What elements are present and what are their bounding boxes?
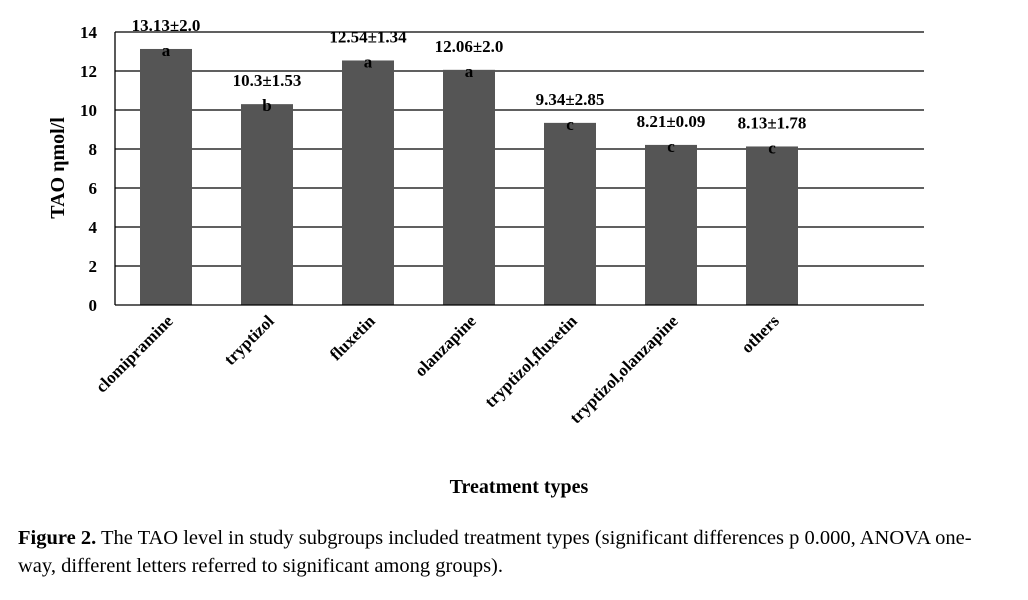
y-tick-label: 6 xyxy=(89,179,98,198)
y-tick-label: 4 xyxy=(89,218,98,237)
x-tick-labels: clomipramine tryptizol fluxetin olanzapine t… xyxy=(92,311,783,427)
bar xyxy=(746,146,798,305)
bar xyxy=(342,60,394,305)
group-letter: c xyxy=(566,115,574,134)
data-label: 8.13±1.78 xyxy=(738,113,807,132)
x-tick-label: others xyxy=(737,311,783,357)
bar xyxy=(443,69,495,305)
y-tick-label: 14 xyxy=(80,23,98,42)
caption-label: Figure 2. xyxy=(18,527,97,549)
data-label: 13.13±2.0 xyxy=(132,16,201,35)
y-tick-label: 12 xyxy=(80,62,97,81)
axes xyxy=(114,32,924,306)
data-label: 10.3±1.53 xyxy=(233,71,302,90)
gridlines xyxy=(115,31,924,267)
bar xyxy=(645,144,697,305)
x-tick-label: tryptizol,olanzapine xyxy=(566,311,682,427)
x-tick-label: tryptizol xyxy=(220,311,278,369)
group-letter: a xyxy=(364,52,373,71)
y-tick-label: 10 xyxy=(80,101,97,120)
data-label: 12.06±2.0 xyxy=(435,37,504,56)
data-label: 8.21±0.09 xyxy=(637,112,706,131)
bar xyxy=(544,122,596,306)
data-labels: 13.13±2.0 a 10.3±1.53 b 12.54±1.34 a 12.06±2.0… xyxy=(132,16,807,157)
data-label: 9.34±2.85 xyxy=(536,90,605,109)
caption-text: The TAO level in study subgroups include… xyxy=(18,527,972,577)
group-letter: c xyxy=(768,138,776,157)
bar xyxy=(241,104,293,306)
x-tick-label: clomipramine xyxy=(92,311,177,396)
data-label: 12.54±1.34 xyxy=(329,27,407,46)
y-tick-labels: 0 2 4 6 8 10 12 14 xyxy=(80,23,98,315)
y-axis-label: TAO ηmol/l xyxy=(47,117,69,219)
group-letter: b xyxy=(262,96,271,115)
x-tick-label: fluxetin xyxy=(326,311,379,364)
group-letter: a xyxy=(162,41,171,60)
group-letter: a xyxy=(465,62,474,81)
x-axis-label: Treatment types xyxy=(450,476,589,498)
y-tick-label: 0 xyxy=(89,296,98,315)
y-tick-label: 2 xyxy=(89,257,98,276)
x-tick-label: olanzapine xyxy=(411,311,480,380)
x-tick-label: tryptizol,fluxetin xyxy=(481,311,581,411)
bar xyxy=(140,48,192,306)
bars xyxy=(140,48,798,306)
figure-caption: Figure 2. The TAO level in study subgrou… xyxy=(18,524,1008,580)
group-letter: c xyxy=(667,137,675,156)
y-tick-label: 8 xyxy=(89,140,98,159)
bar-chart: 0 2 4 6 8 10 12 14 clomipramine tryptizol fluxeti… xyxy=(47,16,924,498)
